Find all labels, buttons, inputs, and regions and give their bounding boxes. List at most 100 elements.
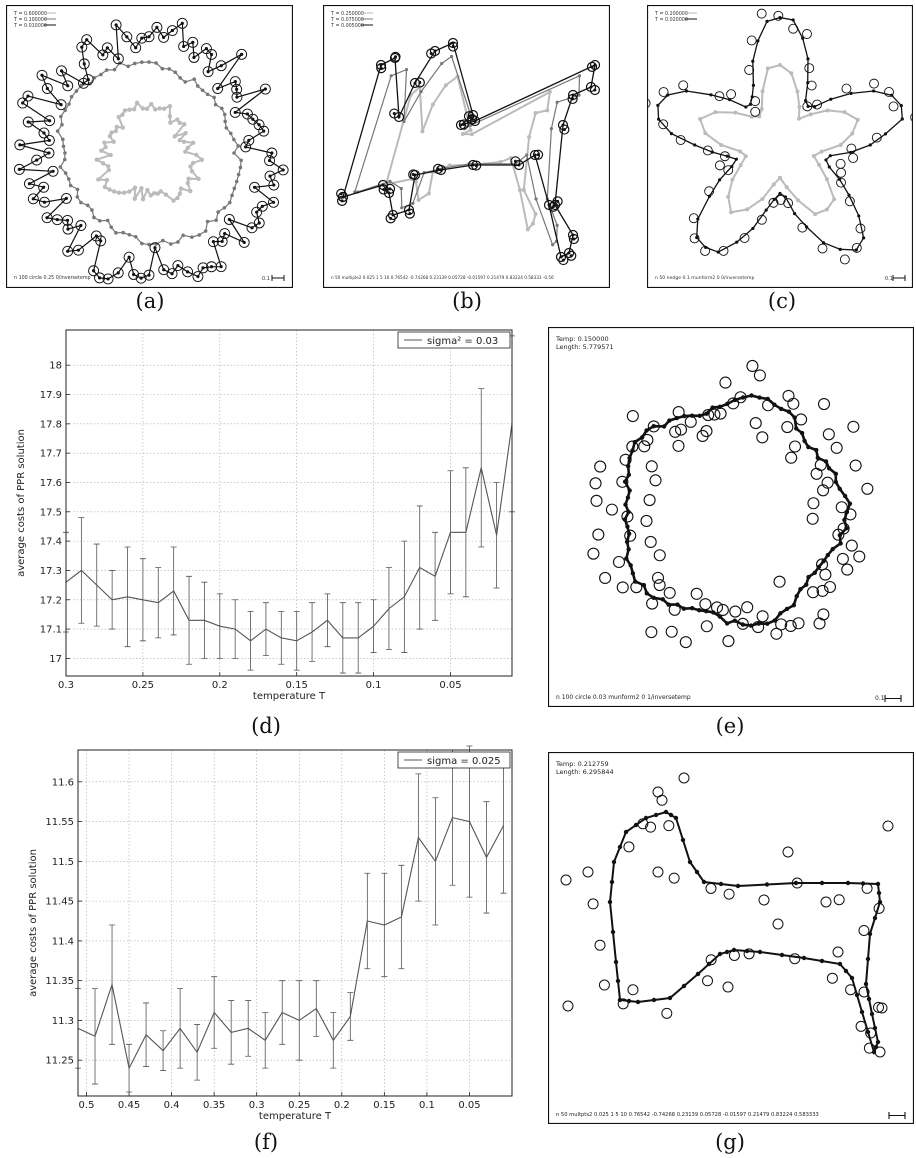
city-point <box>259 83 271 95</box>
tour-node <box>530 221 535 226</box>
tour-node <box>75 187 80 192</box>
tour-node <box>85 38 89 42</box>
tour-node <box>610 929 616 935</box>
tour-node <box>876 890 882 896</box>
tour-node <box>795 89 800 94</box>
tour-node <box>216 86 220 91</box>
tour-node <box>854 992 860 998</box>
tour-node <box>211 240 216 244</box>
tour-node <box>589 85 593 89</box>
tour-node <box>849 91 853 95</box>
tour-node <box>713 110 718 115</box>
tour-node <box>900 117 904 121</box>
tour-node <box>389 216 393 220</box>
city-point <box>626 410 639 423</box>
tour-node <box>75 195 80 199</box>
city-point <box>810 467 823 480</box>
tour-node <box>97 218 102 223</box>
tour-node <box>162 35 166 39</box>
city-point <box>548 201 559 212</box>
tour-node <box>847 193 851 197</box>
city-point <box>38 181 50 193</box>
tour-node <box>147 273 151 277</box>
tour-node <box>802 438 807 444</box>
legend-entry: T = 0.100000 <box>13 17 47 23</box>
caption-e: (e) <box>715 714 745 738</box>
tour-node <box>92 215 96 220</box>
tour-node <box>644 428 649 433</box>
city-point <box>806 586 820 599</box>
tour-node <box>687 859 693 865</box>
tour-node <box>559 255 563 259</box>
city-point <box>846 143 857 154</box>
city-point <box>663 820 675 832</box>
tour-node <box>471 113 475 117</box>
tour-node <box>824 158 828 162</box>
tour-node <box>163 192 169 197</box>
city-point <box>206 261 217 273</box>
city-point <box>910 112 913 122</box>
city-point <box>830 441 843 454</box>
city-point <box>716 603 729 617</box>
tour-node <box>68 183 73 188</box>
tour-node <box>111 139 116 144</box>
tour-node <box>462 122 466 126</box>
tour-node <box>760 197 765 202</box>
tour-node <box>719 143 724 147</box>
ytick-label: 17.7 <box>40 449 62 460</box>
tour-node <box>547 203 551 207</box>
city-point <box>710 601 724 614</box>
ytick-label: 17.1 <box>40 625 62 636</box>
tour-node <box>148 193 154 198</box>
city-point <box>851 242 862 253</box>
city-point <box>51 214 63 226</box>
tour-node <box>684 89 689 93</box>
city-point <box>690 587 703 600</box>
tour-node <box>837 961 843 967</box>
tour-node <box>577 74 582 78</box>
city-point <box>884 87 894 97</box>
city-point <box>847 420 860 433</box>
city-point <box>231 91 243 103</box>
tour-node <box>750 95 754 99</box>
chart-d-grid <box>65 330 512 676</box>
tour-node <box>176 263 180 268</box>
city-point <box>678 80 689 91</box>
city-point <box>587 898 599 910</box>
tour-node <box>103 144 108 150</box>
city-point <box>783 198 794 209</box>
tour-node <box>199 157 205 162</box>
tour-node <box>764 882 770 887</box>
legend-entry: T = 0.010000 <box>13 23 47 29</box>
tour-node <box>738 162 743 167</box>
city-point <box>387 209 399 221</box>
tour-node <box>623 502 628 507</box>
tour-node <box>257 123 261 127</box>
tour-node <box>47 151 51 155</box>
panel-a-footer: n 100 circle 0.25 0/inversetemp <box>14 275 91 281</box>
tour-node <box>251 117 255 121</box>
tour-node <box>223 232 227 236</box>
panel-e-points <box>587 359 874 649</box>
tour-node <box>235 87 239 91</box>
city-point <box>158 264 170 276</box>
tour-node <box>212 95 216 100</box>
tour-node <box>473 119 477 123</box>
city-point <box>14 139 26 151</box>
tour-node <box>467 114 471 118</box>
city-point <box>56 65 67 77</box>
city-point <box>246 222 258 234</box>
xtick-label: 0.5 <box>79 1100 95 1111</box>
tour-node <box>838 247 842 251</box>
tour-node <box>250 226 254 230</box>
city-point <box>832 528 845 541</box>
tour-node <box>161 238 165 243</box>
tour-node <box>593 63 597 67</box>
city-point <box>172 260 184 272</box>
tour-node <box>451 45 455 49</box>
city-point <box>88 265 100 277</box>
city-point <box>229 106 241 118</box>
tour-node <box>64 196 68 201</box>
city-point <box>590 494 603 507</box>
tour-node <box>764 208 768 212</box>
